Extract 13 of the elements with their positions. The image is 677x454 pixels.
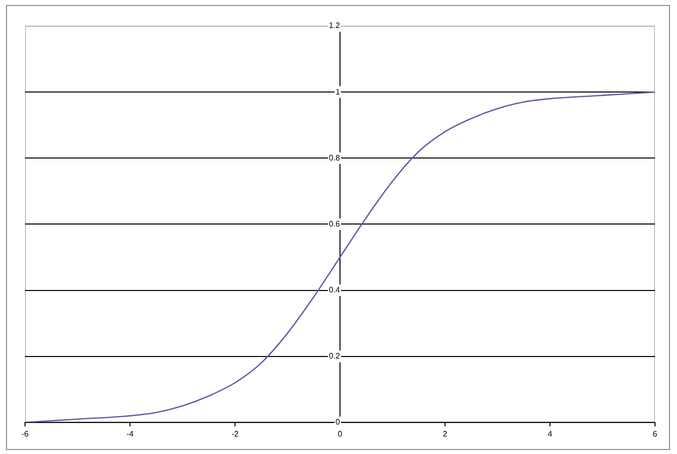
x-tick-label: 6 [652,429,658,438]
y-tick-label: 0.8 [328,153,341,162]
y-tick-label: 1 [336,87,341,96]
x-tick-label: 4 [548,429,553,438]
y-tick-label: 0 [336,418,341,427]
y-tick-label: 0.6 [328,219,341,228]
x-tick-label: 2 [442,429,448,438]
y-tick-label: 1.2 [328,21,341,30]
x-tick-label: -6 [21,429,30,438]
x-tick-label: -4 [126,429,134,438]
y-tick-label: 0.4 [328,285,341,294]
x-tick-label: -2 [231,429,240,438]
y-tick-label: 0.2 [328,352,341,361]
